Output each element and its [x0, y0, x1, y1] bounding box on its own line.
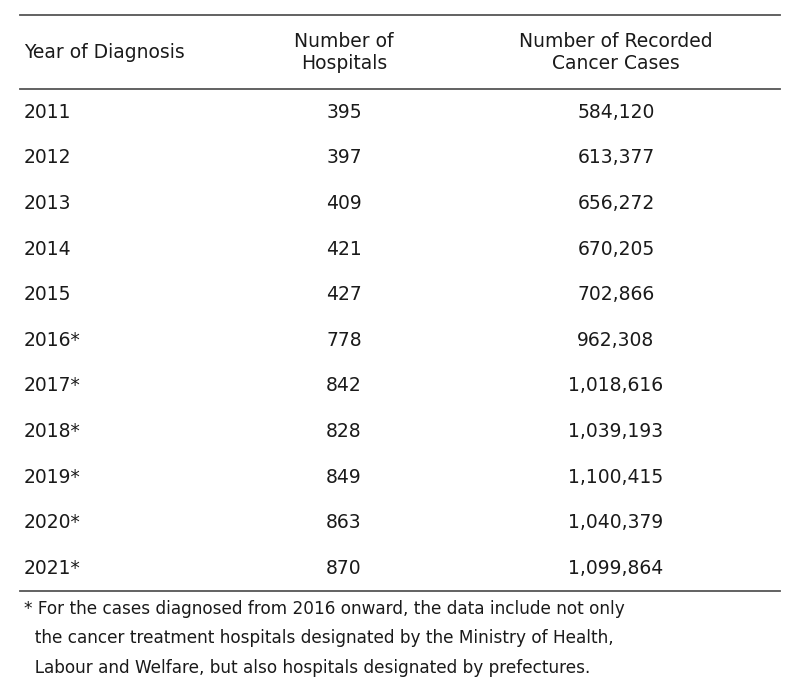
Text: 421: 421	[326, 239, 362, 259]
Text: 2013: 2013	[24, 194, 71, 213]
Text: 2014: 2014	[24, 239, 72, 259]
Text: 842: 842	[326, 376, 362, 396]
Text: 2017*: 2017*	[24, 376, 81, 396]
Text: 778: 778	[326, 331, 362, 350]
Text: 2020*: 2020*	[24, 513, 81, 533]
Text: 670,205: 670,205	[578, 239, 654, 259]
Text: Number of Recorded
Cancer Cases: Number of Recorded Cancer Cases	[519, 32, 713, 73]
Text: 2019*: 2019*	[24, 468, 81, 486]
Text: * For the cases diagnosed from 2016 onward, the data include not only: * For the cases diagnosed from 2016 onwa…	[24, 600, 625, 618]
Text: Year of Diagnosis: Year of Diagnosis	[24, 43, 185, 62]
Text: 409: 409	[326, 194, 362, 213]
Text: 1,099,864: 1,099,864	[568, 559, 664, 578]
Text: 1,100,415: 1,100,415	[568, 468, 664, 486]
Text: 2016*: 2016*	[24, 331, 81, 350]
Text: 702,866: 702,866	[578, 285, 654, 304]
Text: 2018*: 2018*	[24, 422, 81, 441]
Text: 584,120: 584,120	[578, 103, 654, 122]
Text: 849: 849	[326, 468, 362, 486]
Text: 2021*: 2021*	[24, 559, 81, 578]
Text: 656,272: 656,272	[578, 194, 654, 213]
Text: 395: 395	[326, 103, 362, 122]
Text: the cancer treatment hospitals designated by the Ministry of Health,: the cancer treatment hospitals designate…	[24, 630, 614, 647]
Text: 613,377: 613,377	[578, 149, 654, 167]
Text: 828: 828	[326, 422, 362, 441]
Text: 1,039,193: 1,039,193	[569, 422, 663, 441]
Text: 962,308: 962,308	[578, 331, 654, 350]
Text: 2012: 2012	[24, 149, 71, 167]
Text: 427: 427	[326, 285, 362, 304]
Text: 2015: 2015	[24, 285, 71, 304]
Text: 870: 870	[326, 559, 362, 578]
Text: 397: 397	[326, 149, 362, 167]
Text: 1,018,616: 1,018,616	[569, 376, 663, 396]
Text: 1,040,379: 1,040,379	[568, 513, 664, 533]
Text: 2011: 2011	[24, 103, 71, 122]
Text: Labour and Welfare, but also hospitals designated by prefectures.: Labour and Welfare, but also hospitals d…	[24, 658, 590, 676]
Text: 863: 863	[326, 513, 362, 533]
Text: Number of
Hospitals: Number of Hospitals	[294, 32, 394, 73]
